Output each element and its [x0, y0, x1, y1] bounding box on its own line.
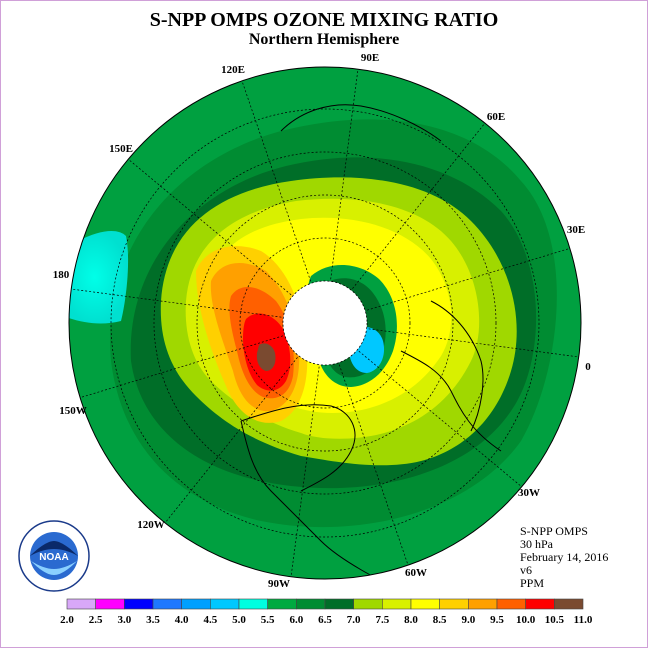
- lon-label-30e: 30E: [566, 224, 586, 236]
- ozone-field: [69, 67, 581, 579]
- lon-label-150w: 150W: [59, 405, 87, 417]
- color-swatch: [554, 598, 584, 610]
- color-swatch: [439, 598, 469, 610]
- color-swatch: [468, 598, 498, 610]
- color-swatch: [95, 598, 125, 610]
- map-subtitle: Northern Hemisphere: [248, 31, 400, 48]
- lon-label-90w: 90W: [268, 578, 290, 590]
- color-swatch: [238, 598, 268, 610]
- color-tick-label: 7.0: [347, 614, 361, 626]
- color-swatch: [525, 598, 555, 610]
- longitude-lines: [70, 68, 580, 578]
- color-tick-label: 11.0: [574, 614, 593, 626]
- color-swatch: [496, 598, 526, 610]
- color-scale-swatches: [66, 598, 584, 610]
- color-tick-label: 10.0: [516, 614, 536, 626]
- lon-label-120e: 120E: [221, 64, 245, 76]
- color-swatch: [181, 598, 211, 610]
- color-tick-label: 6.0: [289, 614, 303, 626]
- lon-label-120w: 120W: [137, 519, 165, 531]
- color-swatch: [410, 598, 440, 610]
- color-tick-label: 5.5: [261, 614, 275, 626]
- color-swatch: [66, 598, 96, 610]
- color-tick-label: 10.5: [545, 614, 565, 626]
- color-swatch: [267, 598, 297, 610]
- lon-label-180: 180: [52, 269, 70, 281]
- color-swatch: [152, 598, 182, 610]
- color-swatch: [124, 598, 154, 610]
- info-instrument: S-NPP OMPS: [520, 524, 588, 538]
- color-tick-label: 3.0: [117, 614, 131, 626]
- lon-label-90e: 90E: [360, 52, 380, 64]
- ozone-region-max: [256, 343, 276, 371]
- color-tick-label: 9.5: [490, 614, 504, 626]
- color-tick-label: 8.5: [433, 614, 447, 626]
- color-tick-label: 3.5: [146, 614, 160, 626]
- color-tick-label: 4.5: [203, 614, 217, 626]
- color-tick-label: 9.0: [461, 614, 475, 626]
- coastlines: [240, 104, 502, 579]
- color-tick-label: 5.0: [232, 614, 246, 626]
- color-swatch: [210, 598, 240, 610]
- info-units: PPM: [520, 576, 545, 590]
- color-tick-label: 6.5: [318, 614, 332, 626]
- globe-outline: [68, 66, 582, 580]
- color-scale-bar: 2.0 2.5 3.0 3.5 4.0 4.5 5.0 5.5 6.0 6.5 7.0 7.5 8.0 8…: [60, 598, 593, 626]
- info-date: February 14, 2016: [520, 550, 609, 564]
- lon-label-150e: 150E: [109, 143, 133, 155]
- color-swatch: [324, 598, 354, 610]
- lon-label-60w: 60W: [405, 567, 427, 579]
- info-version: v6: [520, 563, 532, 577]
- color-tick-label: 4.0: [175, 614, 189, 626]
- info-level: 30 hPa: [520, 537, 553, 551]
- color-swatch: [382, 598, 412, 610]
- lon-label-0: 0: [585, 361, 591, 373]
- map-info-block: S-NPP OMPS 30 hPa February 14, 2016 v6 P…: [520, 525, 608, 590]
- color-tick-label: 7.5: [375, 614, 389, 626]
- map-title: S-NPP OMPS OZONE MIXING RATIO: [149, 9, 499, 31]
- ozone-region-5.5-6: [69, 231, 129, 324]
- color-swatch: [353, 598, 383, 610]
- noaa-logo: NOAA: [18, 520, 90, 592]
- color-scale-ticks: 2.0 2.5 3.0 3.5 4.0 4.5 5.0 5.5 6.0 6.5 7.0 7.5 8.0 8…: [60, 614, 593, 626]
- lon-label-30w: 30W: [518, 487, 540, 499]
- color-tick-label: 2.0: [60, 614, 74, 626]
- color-tick-label: 8.0: [404, 614, 418, 626]
- color-tick-label: 2.5: [89, 614, 103, 626]
- latitude-circles: [110, 108, 540, 538]
- polar-ozone-map: [68, 66, 582, 580]
- logo-text: NOAA: [39, 552, 68, 563]
- polar-night-region: [283, 281, 367, 365]
- color-swatch: [296, 598, 326, 610]
- lon-label-60e: 60E: [486, 111, 506, 123]
